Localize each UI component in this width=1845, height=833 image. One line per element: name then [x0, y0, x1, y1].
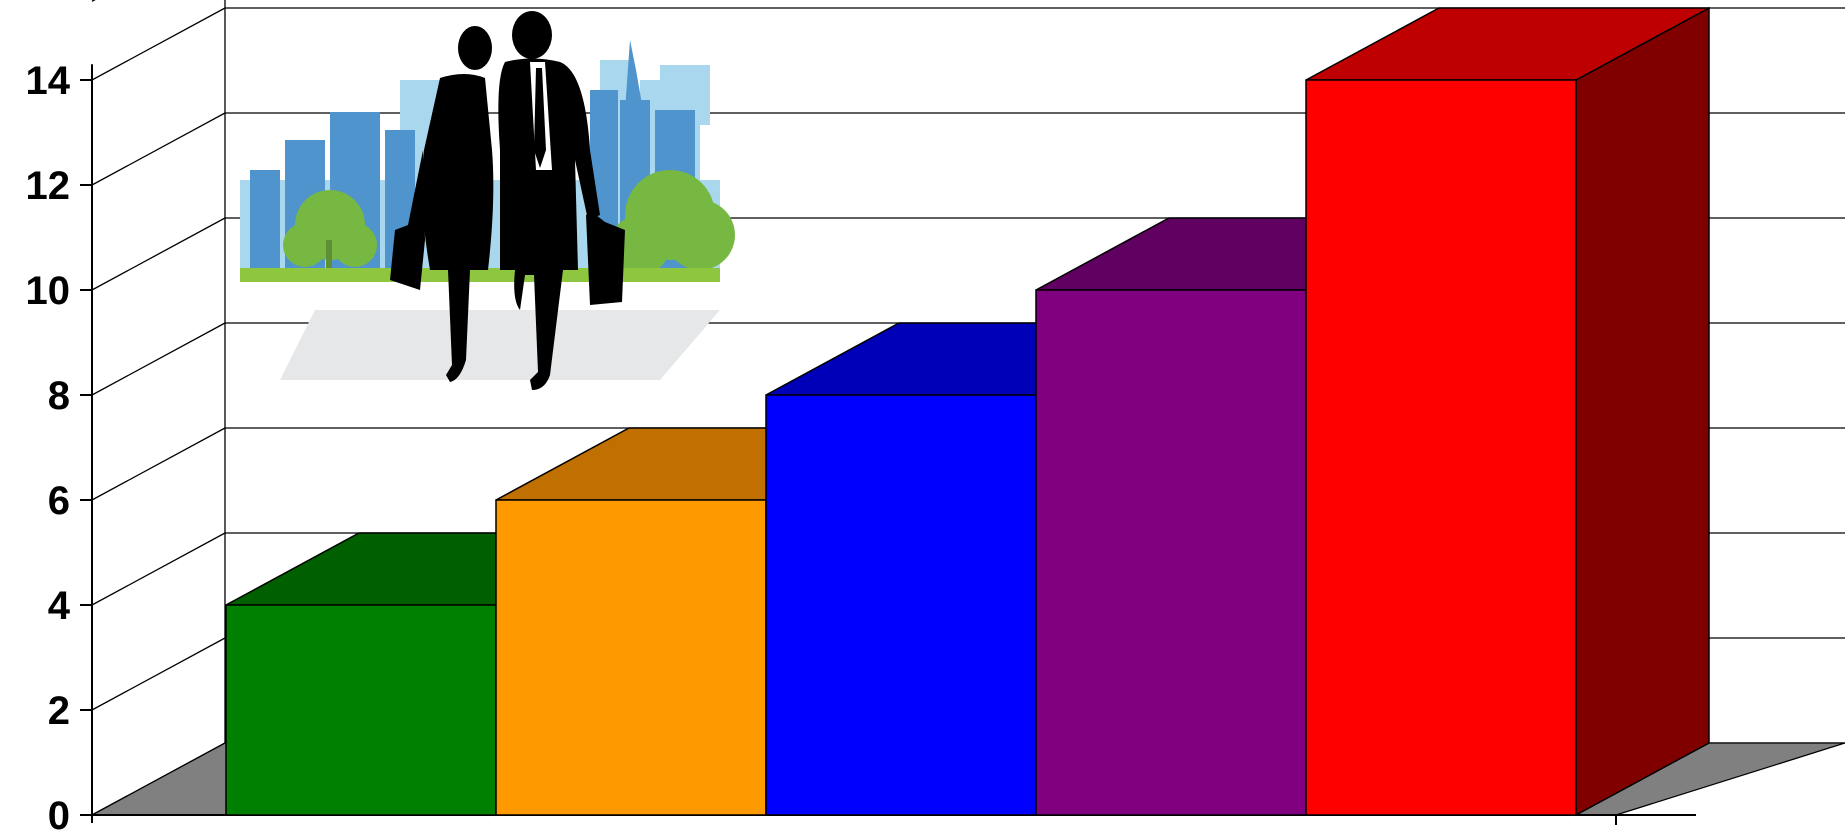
y-tick-label: 4: [48, 584, 71, 628]
y-tick-label: 12: [26, 164, 71, 208]
gridline-side: [91, 637, 226, 711]
gridline-side: [91, 7, 226, 81]
bar-front-face: [225, 604, 497, 816]
gridline-side: [91, 427, 226, 501]
gridline-side: [91, 0, 96, 2]
businesspeople-city-illustration: [240, 11, 735, 390]
bar-front-face: [765, 394, 1037, 816]
y-axis: 0 2 4 6 8 10 12 14: [26, 59, 93, 833]
bar-front-face: [1035, 289, 1307, 816]
y-tick-label: 6: [48, 479, 70, 523]
bar-side-face: [1575, 6, 1710, 817]
y-tick-label: 8: [48, 374, 70, 418]
businesspeople-silhouette: [390, 11, 625, 390]
y-tick-label: 2: [48, 689, 70, 733]
gridline-side: [91, 112, 226, 186]
y-tick-label: 0: [48, 794, 70, 833]
y-tick-label: 14: [26, 59, 71, 103]
bar-5: [1305, 6, 1710, 817]
ground-shadow: [280, 310, 720, 380]
y-tick-label: 10: [26, 269, 71, 313]
bar-front-face: [495, 499, 767, 816]
gridline-side: [91, 322, 226, 396]
bar-front-face: [1305, 79, 1577, 816]
gridline-side: [91, 217, 226, 291]
bars-layer: [225, 6, 1710, 817]
gridline-side: [91, 532, 226, 606]
